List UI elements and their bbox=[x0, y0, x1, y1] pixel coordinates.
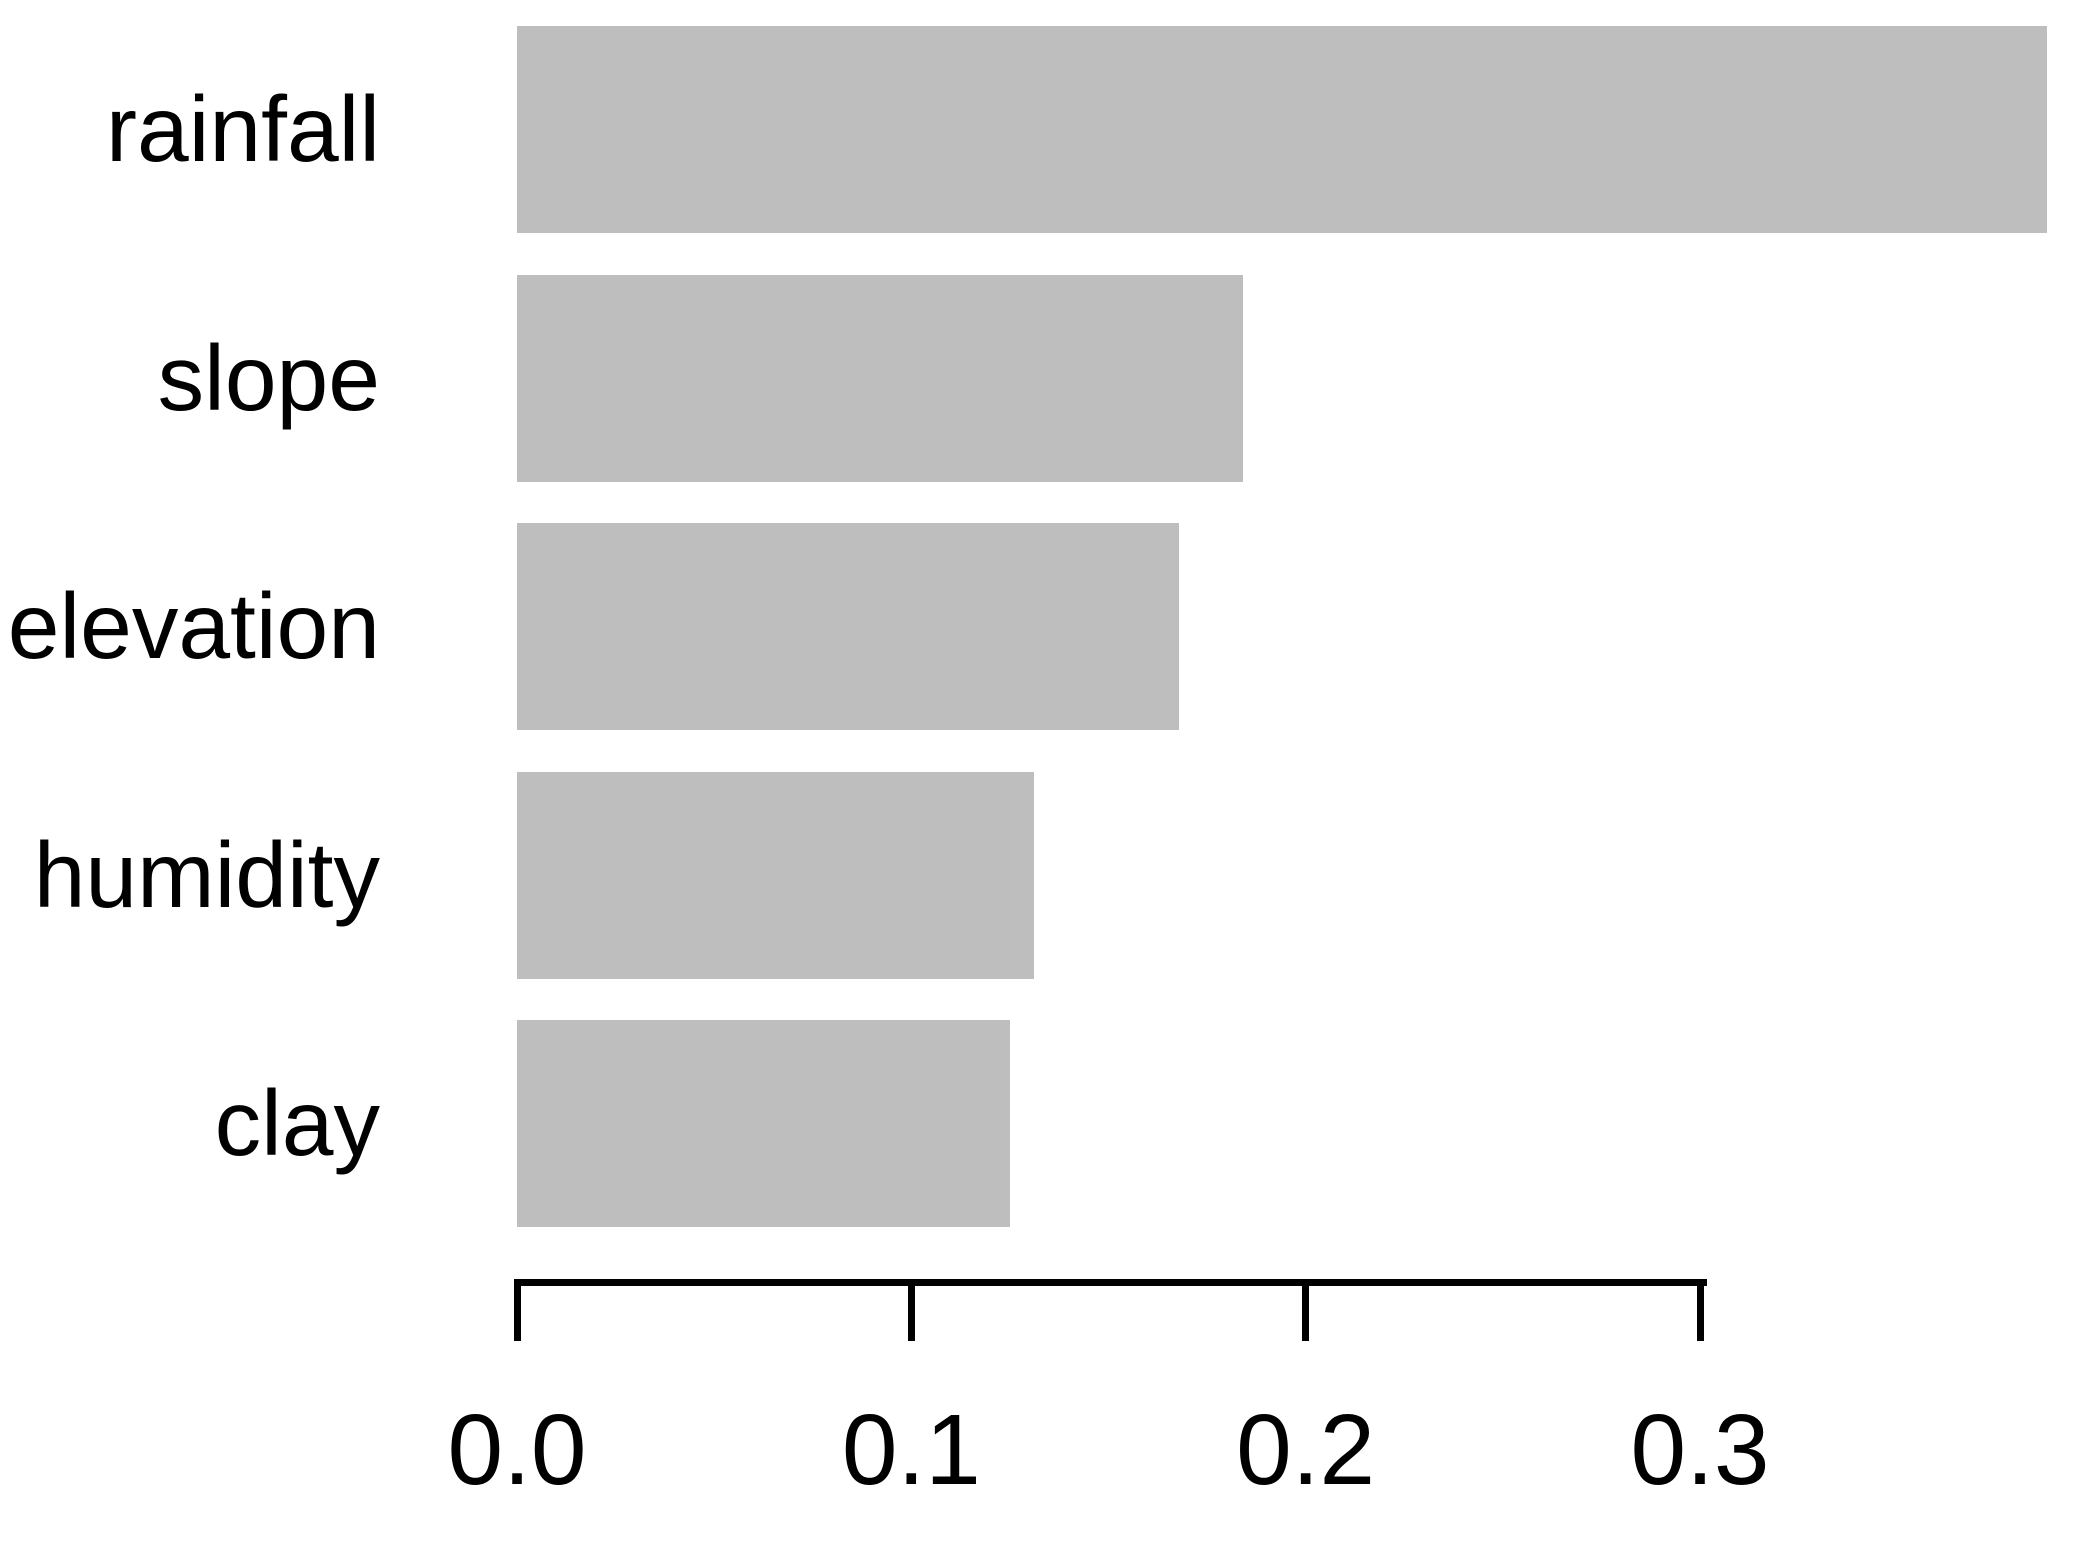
x-axis-tick-label-0.2: 0.2 bbox=[1236, 1394, 1376, 1506]
x-axis-line bbox=[517, 1279, 1707, 1286]
bar-slope bbox=[517, 274, 1243, 482]
x-axis-tick-label-0.1: 0.1 bbox=[841, 1394, 981, 1506]
x-axis-tick-0.1 bbox=[907, 1279, 915, 1341]
bar-clay bbox=[517, 1020, 1010, 1227]
bar-elevation bbox=[517, 523, 1179, 730]
bar-humidity bbox=[517, 771, 1034, 979]
x-axis-tick-0.3 bbox=[1696, 1279, 1704, 1341]
category-label-slope: slope bbox=[157, 325, 380, 430]
x-axis-tick-0.2 bbox=[1302, 1279, 1310, 1341]
category-label-rainfall: rainfall bbox=[106, 77, 380, 181]
x-axis-tick-0.0 bbox=[513, 1279, 521, 1341]
category-label-elevation: elevation bbox=[7, 574, 380, 678]
x-axis-tick-label-0.3: 0.3 bbox=[1630, 1394, 1770, 1506]
bar-rainfall bbox=[517, 26, 2047, 233]
category-label-clay: clay bbox=[214, 1071, 380, 1175]
x-axis-tick-label-0.0: 0.0 bbox=[447, 1394, 587, 1506]
category-label-humidity: humidity bbox=[33, 822, 380, 927]
